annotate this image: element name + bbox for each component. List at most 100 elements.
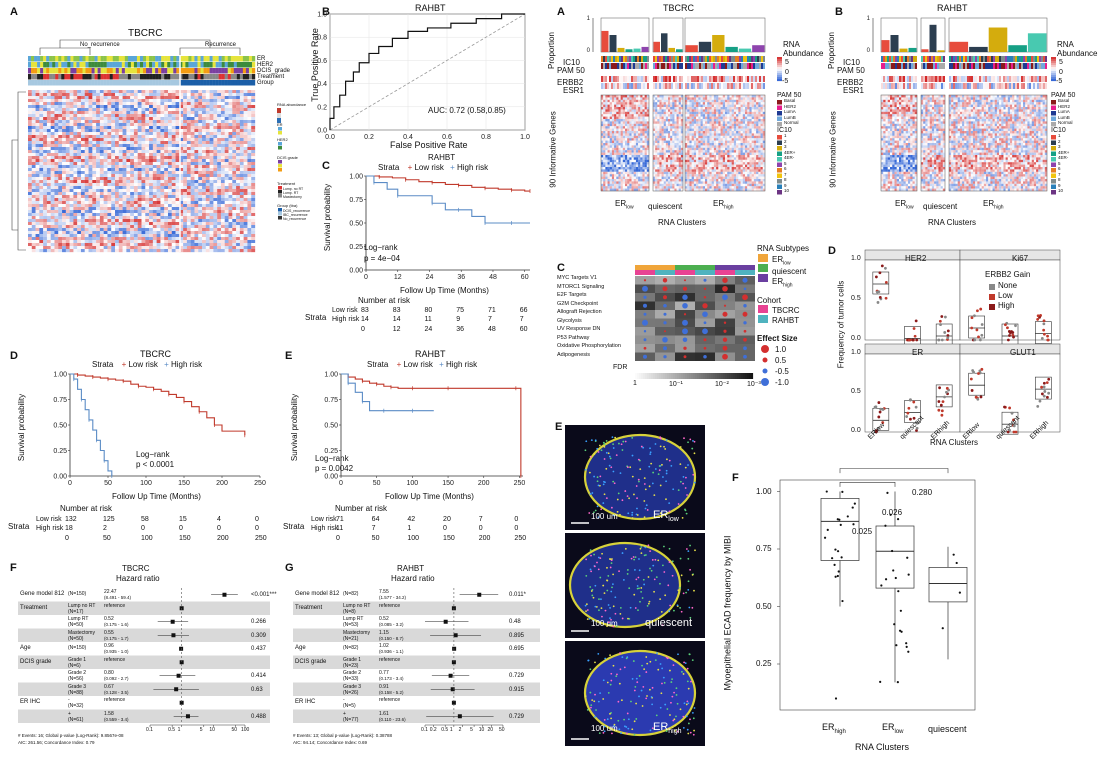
heatmap-cell	[65, 153, 70, 157]
annotation-cell	[106, 56, 110, 62]
heatmap-cell	[179, 90, 184, 94]
heatmap-cell	[175, 177, 180, 181]
heatmap-cell	[239, 117, 244, 121]
gene-heat-cell	[633, 111, 637, 115]
heatmap-cell	[190, 144, 195, 148]
heatmap-cell	[152, 123, 157, 127]
annotation-cell	[152, 62, 156, 68]
heatmap-cell	[239, 189, 244, 193]
heatmap-cell	[228, 174, 233, 178]
heatmap-cell	[156, 102, 161, 106]
heatmap-cell	[99, 150, 104, 154]
heatmap-cell	[28, 114, 32, 118]
heatmap-cell	[39, 96, 44, 100]
heatmap-cell	[39, 225, 44, 229]
heatmap-cell	[122, 159, 127, 163]
x-tick-label: 0	[68, 480, 72, 487]
heatmap-cell	[80, 93, 85, 97]
heatmap-cell	[28, 153, 32, 157]
heatmap-cell	[133, 138, 138, 142]
annotation-cell	[224, 56, 228, 62]
heatmap-cell	[160, 171, 165, 175]
heatmap-cell	[152, 99, 157, 103]
heatmap-cell	[205, 144, 210, 148]
gene-heat-cell	[631, 169, 634, 172]
heatmap-cell	[133, 189, 138, 193]
heatmap-cell	[130, 222, 135, 226]
heatmap-cell	[175, 249, 180, 253]
heatmap-cell	[80, 231, 85, 235]
panel-e-km: E RAHBT Strata + Low risk + High risk 0.…	[275, 348, 540, 558]
heatmap-cell	[46, 105, 51, 109]
annotation-cell	[236, 74, 241, 80]
heatmap-cell	[198, 114, 203, 118]
heatmap-cell	[80, 213, 85, 217]
ic10-cell	[635, 56, 637, 62]
ic10-cell	[601, 56, 603, 62]
annotation-cell	[70, 62, 74, 68]
risk-count-high: 0	[217, 525, 221, 532]
heatmap-cell	[152, 111, 157, 115]
heatmap-cell	[220, 177, 225, 181]
heatmap-cell	[137, 225, 142, 229]
heatmap-cell	[92, 156, 97, 160]
heatmap-cell	[99, 99, 104, 103]
forest-level: Grade 3	[68, 683, 87, 690]
heatmap-cell	[156, 225, 161, 229]
heatmap-cell	[28, 138, 32, 142]
annotation-cell	[230, 74, 235, 80]
x-tick-label: 0.8	[481, 134, 491, 141]
y-tick-label: 0.50	[53, 423, 67, 430]
heatmap-cell	[137, 162, 142, 166]
heatmap-cell	[65, 117, 70, 121]
annotation-cell	[49, 68, 53, 74]
erbb2-cell	[605, 76, 607, 82]
heatmap-cell	[224, 240, 229, 244]
heatmap-cell	[164, 240, 169, 244]
heatmap-cell	[205, 138, 210, 142]
heatmap-cell	[43, 156, 48, 160]
heatmap-cell	[141, 180, 146, 184]
heatmap-cell	[137, 135, 142, 139]
heatmap-cell	[243, 189, 248, 193]
heatmap-cell	[99, 210, 104, 214]
heatmap-cell	[228, 213, 233, 217]
gene-heat-cell	[627, 131, 630, 134]
heatmap-cell	[88, 123, 93, 127]
heatmap-cell	[96, 192, 101, 196]
heatmap-cell	[175, 123, 180, 127]
heatmap-cell	[202, 174, 206, 178]
heatmap-cell	[92, 153, 97, 157]
heatmap-cell	[35, 177, 40, 181]
heatmap-cell	[50, 231, 55, 235]
heatmap-cell	[175, 228, 180, 232]
heatmap-cell	[160, 132, 165, 136]
heatmap-cell	[209, 192, 214, 196]
gene-heat-cell	[605, 97, 608, 100]
heatmap-cell	[69, 129, 74, 133]
annotation-cell	[118, 68, 123, 74]
heatmap-cell	[251, 192, 256, 196]
heatmap-cell	[84, 126, 89, 130]
forest-estimate: 0.77	[379, 670, 389, 676]
heatmap-cell	[141, 246, 146, 250]
gene-heat-cell	[622, 114, 626, 117]
heatmap-cell	[84, 141, 89, 145]
heatmap-cell	[80, 114, 85, 118]
heatmap-cell	[194, 135, 199, 139]
heatmap-cell	[186, 129, 191, 133]
heatmap-cell	[213, 117, 218, 121]
heatmap-cell	[202, 246, 206, 250]
annotation-cell	[227, 74, 231, 80]
heatmap-cell	[115, 237, 119, 241]
gene-heat-cell	[633, 133, 637, 136]
heatmap-cell	[224, 246, 229, 250]
heatmap-cell	[213, 192, 218, 196]
strata-side-label: Strata	[8, 522, 30, 531]
annotation-cell	[233, 80, 238, 86]
gene-heat-cell	[640, 107, 643, 110]
heatmap-cell	[167, 105, 172, 109]
heatmap-cell	[39, 183, 44, 187]
gene-heat-cell	[607, 109, 610, 112]
heatmap-cell	[202, 189, 206, 193]
